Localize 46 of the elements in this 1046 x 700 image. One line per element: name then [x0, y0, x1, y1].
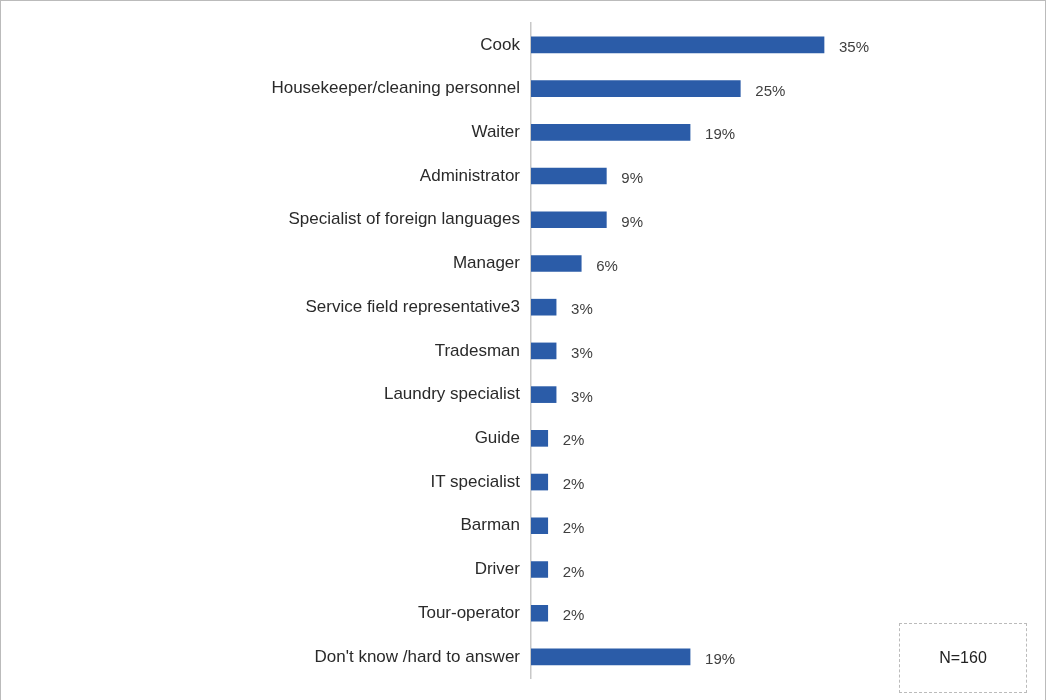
bar	[531, 342, 557, 360]
bar	[531, 430, 549, 447]
data-label: 3%	[571, 387, 593, 405]
bar	[531, 255, 582, 272]
y-tick-label: Manager	[452, 253, 521, 273]
bar	[531, 36, 825, 54]
data-label: 25%	[755, 81, 786, 99]
bar	[531, 517, 549, 535]
y-tick-label: Guide	[474, 428, 520, 448]
y-tick-label: Tour-operator	[417, 602, 521, 622]
data-label: 9%	[621, 212, 644, 230]
y-tick-label: Driver	[474, 559, 521, 579]
y-tick-label: Cook	[480, 34, 521, 54]
y-tick-label: Housekeeper/cleaning personnel	[271, 78, 520, 98]
y-tick-label: IT specialist	[430, 471, 521, 491]
y-tick-label: Laundry specialist	[383, 384, 521, 404]
data-label: 3%	[571, 344, 593, 362]
bar	[531, 211, 607, 229]
data-label: 2%	[562, 431, 585, 449]
data-label: 2%	[562, 475, 585, 493]
data-label: 2%	[562, 518, 585, 536]
bar	[531, 123, 691, 141]
bar	[531, 80, 741, 97]
y-tick-label: Waiter	[471, 121, 521, 141]
bar	[531, 561, 549, 578]
y-tick-label: Barman	[460, 515, 520, 535]
data-label: 2%	[562, 562, 585, 580]
data-label: 6%	[596, 256, 618, 274]
y-tick-label: Tradesman	[434, 340, 520, 360]
data-label: 35%	[839, 38, 870, 55]
data-label: 19%	[705, 125, 736, 143]
data-label: 2%	[562, 606, 585, 624]
y-tick-label: Administrator	[419, 165, 521, 185]
bar	[531, 386, 557, 403]
text: N=160	[899, 623, 1027, 693]
data-label: 9%	[621, 169, 644, 187]
bar	[531, 473, 549, 491]
bar	[531, 604, 549, 622]
y-tick-label: Specialist of foreign languages	[288, 209, 520, 229]
y-tick-label: Don't know /hard to answer	[314, 646, 521, 666]
y-tick-label: Service field representative3	[305, 296, 520, 316]
bar	[531, 167, 607, 185]
bar	[531, 648, 691, 666]
data-label: 3%	[571, 300, 593, 318]
data-label: 19%	[705, 650, 736, 668]
bar	[531, 298, 557, 316]
